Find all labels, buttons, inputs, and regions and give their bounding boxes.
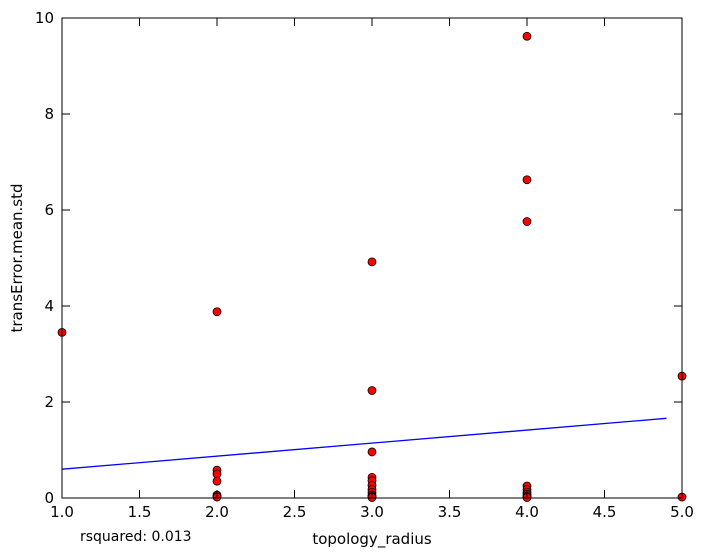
x-tick-label: 5.0 (670, 503, 694, 521)
data-point (367, 386, 377, 395)
x-tick-label: 1.0 (50, 503, 74, 521)
data-point (522, 175, 532, 185)
y-tick-label: 2 (44, 393, 54, 411)
fit-line (61, 417, 667, 470)
ticks: 1.0 1.5 2.0 2.5 3.0 3.5 4.0 4.5 5.0 0 2 4 6 8 10 (35, 9, 694, 521)
data-point (212, 476, 222, 486)
x-tick-label: 4.0 (515, 503, 539, 521)
y-tick-label: 6 (44, 201, 54, 219)
data-point (212, 469, 222, 479)
rsquared-annotation: rsquared: 0.013 (80, 529, 192, 545)
data-point (367, 447, 377, 457)
x-tick-label: 4.5 (593, 503, 617, 521)
data-point (522, 217, 532, 226)
y-tick-label: 4 (44, 297, 54, 315)
y-tick-label: 10 (35, 9, 54, 27)
x-tick-label: 1.5 (128, 503, 152, 521)
y-tick-label: 8 (44, 105, 54, 123)
y-axis-label: transError.mean.std (8, 183, 26, 332)
x-axis-label: topology_radius (312, 530, 432, 549)
x-tick-label: 3.0 (360, 503, 384, 521)
x-tick-label: 2.5 (283, 503, 307, 521)
y-tick-label: 0 (44, 489, 54, 507)
data-point (367, 257, 377, 267)
x-tick-label: 2.0 (205, 503, 229, 521)
data-point (212, 307, 222, 317)
x-tick-label: 3.5 (438, 503, 462, 521)
plot-area (57, 31, 687, 502)
data-point (522, 31, 532, 41)
